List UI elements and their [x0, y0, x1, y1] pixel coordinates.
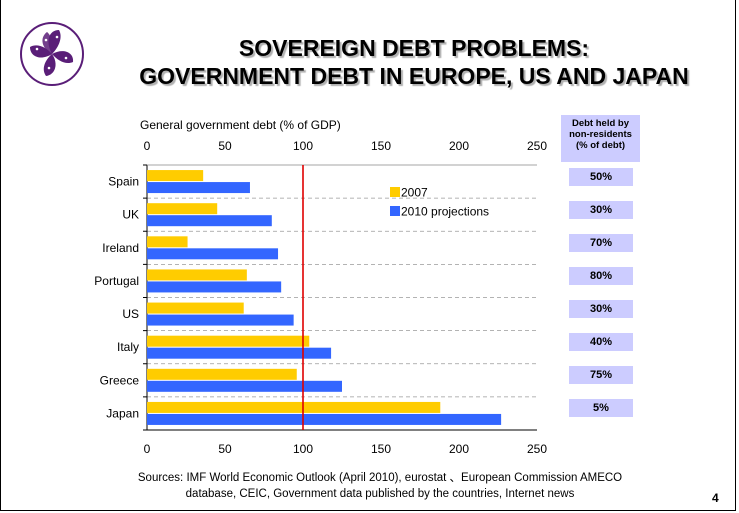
x-tick-label-top: 250 — [527, 139, 547, 153]
x-tick-label-top: 0 — [144, 139, 151, 153]
nonresidents-badge: 30% — [569, 300, 633, 319]
category-label: Portugal — [94, 274, 139, 288]
x-axis-title: General government debt (% of GDP) — [140, 118, 341, 132]
nonresidents-badge: 80% — [569, 266, 633, 285]
x-tick-label-bottom: 0 — [144, 442, 151, 456]
category-label: Greece — [100, 373, 140, 387]
nonresidents-badge: 5% — [569, 399, 633, 418]
nonresidents-badge: 30% — [569, 200, 633, 219]
nonresidents-badge: 70% — [569, 233, 633, 252]
bauhinia-flower-logo — [20, 22, 84, 86]
title-line-1: SOVEREIGN DEBT PROBLEMS: — [238, 35, 590, 61]
bar-greece-2010 — [147, 380, 342, 392]
bar-italy-2007 — [147, 335, 310, 347]
bar-greece-2007 — [147, 368, 297, 380]
nonresidents-header-line-2: non-residents — [569, 129, 632, 140]
x-tick-label-bottom: 150 — [371, 442, 391, 456]
bar-us-2010 — [147, 314, 294, 326]
x-tick-label-top: 200 — [449, 139, 469, 153]
legend-swatch-2007 — [390, 187, 400, 197]
x-tick-label-bottom: 250 — [527, 442, 547, 456]
legend-label: 2007 — [401, 186, 428, 200]
x-tick-label-top: 150 — [371, 139, 391, 153]
bar-spain-2007 — [147, 170, 204, 182]
bar-uk-2007 — [147, 203, 218, 215]
bar-ireland-2007 — [147, 236, 188, 248]
page-number: 4 — [712, 491, 719, 505]
category-label: Spain — [108, 175, 139, 189]
bar-ireland-2010 — [147, 248, 279, 260]
category-label: Ireland — [102, 241, 139, 255]
nonresidents-badge: 40% — [569, 333, 633, 352]
sources-line-2: database, CEIC, Government data publishe… — [185, 488, 575, 500]
category-label: Japan — [106, 406, 139, 420]
bar-japan-2007 — [147, 401, 441, 413]
x-tick-label-top: 50 — [218, 139, 232, 153]
bar-portugal-2007 — [147, 269, 247, 281]
x-tick-label-bottom: 200 — [449, 442, 469, 456]
bar-portugal-2010 — [147, 281, 282, 293]
x-tick-label-top: 100 — [293, 139, 313, 153]
x-tick-label-bottom: 50 — [218, 442, 232, 456]
x-tick-label-bottom: 100 — [293, 442, 313, 456]
bar-uk-2010 — [147, 215, 272, 227]
legend-swatch-2010 — [390, 206, 400, 216]
bar-japan-2010 — [147, 413, 502, 425]
sources-line-1: Sources: IMF World Economic Outlook (Apr… — [137, 472, 623, 484]
category-label: UK — [122, 208, 139, 222]
title-line-2: GOVERNMENT DEBT IN EUROPE, US AND JAPAN — [139, 63, 689, 89]
nonresidents-badge: 50% — [569, 167, 633, 186]
nonresidents-badge: 75% — [569, 366, 633, 385]
category-label: Italy — [117, 340, 139, 354]
bar-spain-2010 — [147, 182, 250, 194]
legend-label: 2010 projections — [401, 205, 489, 219]
nonresidents-header: Debt held by non-residents (% of debt) — [561, 115, 640, 162]
slide-title: SOVEREIGN DEBT PROBLEMS: GOVERNMENT DEBT… — [100, 34, 728, 90]
bar-italy-2010 — [147, 347, 332, 359]
nonresidents-header-line-1: Debt held by — [571, 118, 629, 129]
nonresidents-header-line-3: (% of debt) — [575, 140, 626, 151]
sources-note: Sources: IMF World Economic Outlook (Apr… — [80, 470, 680, 502]
bar-us-2007 — [147, 302, 244, 314]
category-label: US — [122, 307, 139, 321]
